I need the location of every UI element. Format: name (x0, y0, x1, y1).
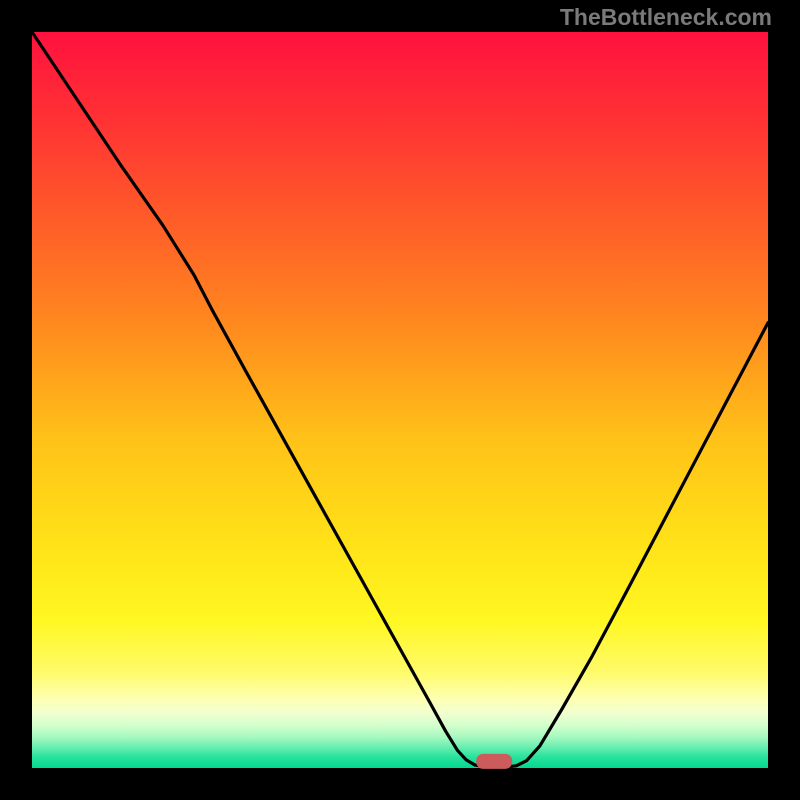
bottleneck-chart (0, 0, 800, 800)
plot-background (32, 32, 768, 768)
watermark-text: TheBottleneck.com (560, 4, 772, 31)
optimal-marker (476, 754, 512, 769)
